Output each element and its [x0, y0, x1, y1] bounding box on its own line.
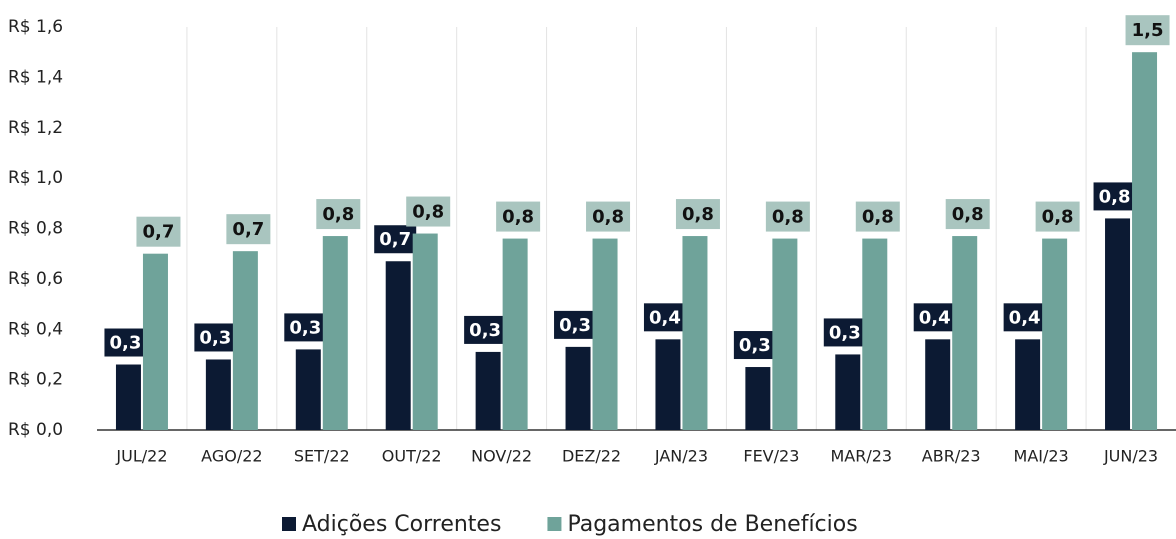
y-tick-label: R$ 1,0	[8, 168, 63, 188]
y-tick-label: R$ 0,2	[8, 370, 63, 390]
bar	[205, 359, 231, 430]
bar	[412, 233, 438, 430]
x-tick-label: JUN/23	[1103, 447, 1158, 466]
value-label: 0,8	[502, 207, 534, 228]
value-label: 0,7	[143, 222, 175, 243]
legend-swatch	[282, 517, 296, 531]
value-label: 0,4	[649, 307, 681, 328]
x-tick-label: FEV/23	[743, 447, 799, 466]
x-tick-label: DEZ/22	[562, 447, 621, 466]
value-label: 0,7	[379, 229, 411, 250]
bar	[655, 339, 681, 430]
x-tick-label: ABR/23	[922, 447, 981, 466]
value-label: 0,4	[919, 307, 951, 328]
y-tick-label: R$ 0,0	[8, 420, 63, 440]
value-label-box	[1035, 201, 1080, 232]
bar	[835, 354, 861, 430]
bar	[1015, 339, 1041, 430]
bar	[232, 251, 258, 430]
value-label-box	[136, 216, 181, 247]
bar	[745, 367, 771, 430]
x-tick-label: MAR/23	[830, 447, 892, 466]
value-label-box	[496, 201, 541, 232]
value-label-box	[462, 313, 509, 346]
y-tick-label: R$ 1,4	[8, 67, 63, 87]
value-label: 0,3	[289, 317, 321, 338]
value-label: 0,8	[1099, 186, 1131, 207]
bar	[565, 346, 591, 430]
value-label: 0,3	[199, 327, 231, 348]
value-label-box	[765, 201, 810, 232]
value-label: 0,3	[110, 333, 142, 354]
value-label-box	[855, 201, 900, 232]
bar	[862, 238, 888, 430]
value-label-box	[675, 199, 720, 230]
value-label-box	[1125, 15, 1170, 46]
x-tick-label: MAI/23	[1014, 447, 1069, 466]
bar	[682, 236, 708, 430]
bar	[1042, 238, 1068, 430]
value-label-box	[731, 329, 778, 362]
legend-label: Pagamentos de Benefícios	[567, 512, 857, 537]
y-tick-label: R$ 0,4	[8, 319, 63, 339]
legend-label: Adições Correntes	[302, 512, 501, 537]
value-label: 0,3	[739, 335, 771, 356]
bar	[592, 238, 618, 430]
bar	[952, 236, 978, 430]
value-label-box	[316, 199, 361, 230]
bar	[772, 238, 798, 430]
bar	[475, 351, 501, 430]
y-tick-label: R$ 0,8	[8, 219, 63, 239]
x-tick-label: SET/22	[294, 447, 350, 466]
value-label: 0,4	[1009, 307, 1041, 328]
x-tick-label: NOV/22	[471, 447, 532, 466]
value-label: 0,8	[412, 202, 444, 223]
bar	[925, 339, 951, 430]
value-label-box	[226, 214, 271, 245]
value-label: 0,8	[772, 207, 804, 228]
x-tick-label: AGO/22	[201, 447, 262, 466]
value-label: 1,5	[1132, 20, 1164, 41]
value-label: 0,8	[862, 207, 894, 228]
value-label-box	[406, 196, 451, 227]
bar	[502, 238, 528, 430]
y-tick-label: R$ 0,6	[8, 269, 63, 289]
x-tick-label: JAN/23	[654, 447, 708, 466]
value-label: 0,8	[592, 207, 624, 228]
value-label: 0,8	[1042, 207, 1074, 228]
value-label: 0,7	[232, 219, 264, 240]
value-label: 0,8	[682, 204, 714, 225]
bar	[385, 261, 411, 430]
bar	[115, 364, 141, 430]
value-label-box	[641, 301, 688, 334]
bar	[322, 236, 348, 430]
x-tick-label: OUT/22	[382, 447, 442, 466]
x-tick-label: JUL/22	[115, 447, 167, 466]
value-label: 0,8	[952, 204, 984, 225]
value-label-box	[945, 199, 990, 230]
legend-swatch	[547, 517, 562, 531]
value-label-box	[1091, 180, 1138, 213]
bar	[295, 349, 321, 430]
value-label: 0,3	[469, 320, 501, 341]
value-label-box	[372, 223, 419, 256]
bar	[1105, 218, 1131, 430]
bar	[1132, 52, 1158, 430]
value-label: 0,8	[322, 204, 354, 225]
value-label-box	[192, 321, 239, 354]
bar	[142, 253, 168, 430]
value-label: 0,3	[829, 322, 861, 343]
y-tick-label: R$ 1,6	[8, 17, 63, 37]
y-tick-label: R$ 1,2	[8, 118, 63, 138]
value-label-box	[586, 201, 631, 232]
value-label: 0,3	[559, 315, 591, 336]
